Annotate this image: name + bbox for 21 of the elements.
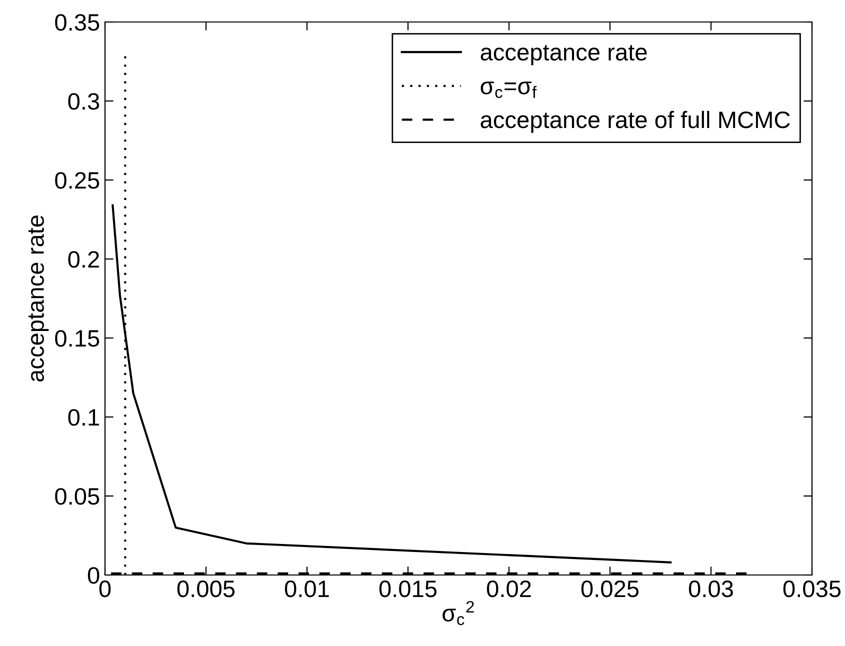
y-tick-label: 0.15 — [55, 330, 100, 347]
x-tick-label: 0.035 — [783, 580, 841, 598]
legend-label: acceptance rate of full MCMC — [480, 110, 790, 133]
x-axis-title: σ$_{c}$$^{2}$ — [442, 600, 474, 626]
y-tick-label: 0.3 — [68, 93, 100, 110]
y-tick-label: 0.1 — [68, 409, 99, 426]
x-tick-label: 0.02 — [486, 580, 531, 598]
x-tick-label: 0 — [99, 580, 111, 598]
legend-label: σ$_{c}$=σ$_{f}$ — [480, 82, 537, 98]
x-tick-label: 0.03 — [688, 580, 733, 598]
x-tick-label: 0.025 — [581, 580, 639, 598]
legend-label: acceptance rate — [480, 45, 647, 66]
y-tick-label: 0.2 — [68, 251, 99, 268]
y-tick-label: 0.05 — [55, 488, 100, 505]
y-tick-label: 0 — [88, 567, 100, 584]
y-axis-title: acceptance rate — [28, 216, 49, 382]
y-tick-label: 0.35 — [55, 14, 100, 31]
x-tick-label: 0.015 — [379, 580, 437, 598]
y-tick-label: 0.25 — [55, 172, 100, 189]
x-tick-label: 0.01 — [284, 580, 329, 598]
x-tick-label: 0.005 — [177, 580, 235, 598]
